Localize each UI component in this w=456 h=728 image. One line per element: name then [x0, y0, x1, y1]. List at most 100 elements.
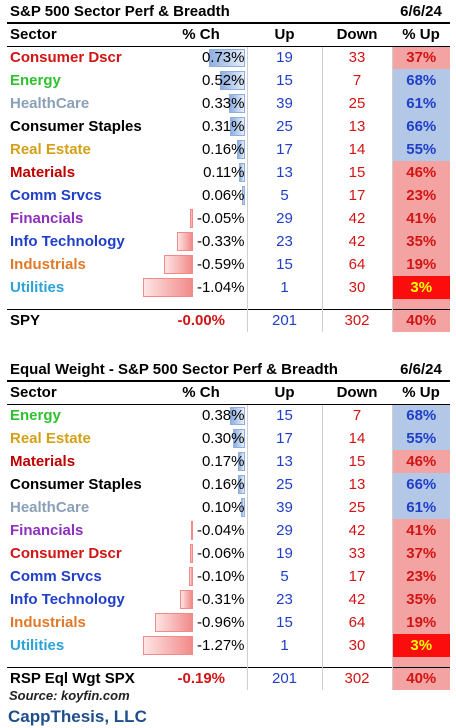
table-row: Comm Srvcs -0.10% 5 17 23% [7, 565, 450, 588]
pct-change-value: -0.10% [196, 568, 245, 585]
up-count: 39 [247, 92, 323, 115]
sector-name: Info Technology [10, 233, 125, 250]
pct-change-bar [229, 406, 245, 425]
pct-change-value: 0.06% [201, 187, 245, 204]
header-up: Up [247, 381, 322, 405]
sector-name: Financials [10, 210, 84, 227]
down-count: 42 [322, 230, 393, 253]
pct-change-bar [237, 452, 245, 471]
pct-up-cell: 46% [392, 450, 450, 473]
down-count: 30 [322, 634, 393, 657]
header-up: Up [247, 23, 322, 47]
pct-change-cell: 0.30% [155, 427, 248, 450]
sector-name: HealthCare [10, 95, 90, 112]
total-up-count: 201 [247, 666, 323, 690]
down-count: 42 [322, 207, 393, 230]
up-count: 13 [247, 161, 323, 184]
pct-change-value: -1.27% [196, 637, 245, 654]
pct-up-cell: 37% [392, 542, 450, 565]
spacer-cell [7, 299, 155, 309]
down-count: 17 [322, 565, 393, 588]
total-row: RSP Eql Wgt SPX -0.19% 201 302 40% [7, 666, 450, 690]
spacer-cell [392, 657, 450, 667]
spacer-row [7, 657, 450, 667]
header-pct-up: % Up [392, 23, 450, 47]
pct-change-cell: -0.05% [155, 207, 248, 230]
total-label: RSP Eql Wgt SPX [7, 666, 155, 690]
pct-change-bar [209, 48, 245, 67]
pct-change-value: -0.96% [196, 614, 245, 631]
table-row: Consumer Staples 0.31% 25 13 66% [7, 115, 450, 138]
up-count: 13 [247, 450, 323, 473]
down-count: 15 [322, 450, 393, 473]
table-row: Info Technology -0.33% 23 42 35% [7, 230, 450, 253]
sector-name: Financials [10, 522, 84, 539]
total-row: SPY -0.00% 201 302 40% [7, 308, 450, 332]
pct-change-bar [238, 475, 245, 494]
up-count: 5 [247, 184, 323, 207]
pct-up-cell: 46% [392, 161, 450, 184]
table-row: Comm Srvcs 0.06% 5 17 23% [7, 184, 450, 207]
total-pct-up: 40% [392, 308, 450, 332]
pct-change-cell: -0.33% [155, 230, 248, 253]
up-count: 19 [247, 46, 323, 69]
sector-name: Utilities [10, 637, 65, 654]
equal-weight-sector-table: Equal Weight - S&P 500 Sector Perf & Bre… [7, 358, 450, 690]
table-title: Equal Weight - S&P 500 Sector Perf & Bre… [7, 358, 392, 382]
pct-change-cell: -0.10% [155, 565, 248, 588]
pct-up-cell: 41% [392, 207, 450, 230]
up-count: 5 [247, 565, 323, 588]
total-up-count: 201 [247, 308, 323, 332]
table-row: Materials 0.17% 13 15 46% [7, 450, 450, 473]
pct-change-cell: 0.10% [155, 496, 248, 519]
total-pct-change: -0.00% [155, 308, 248, 332]
pct-change-value: 0.16% [201, 476, 245, 493]
pct-up-cell: 3% [392, 276, 450, 299]
up-count: 17 [247, 427, 323, 450]
pct-up-cell: 66% [392, 115, 450, 138]
pct-change-value: -1.04% [196, 279, 245, 296]
header-sector: Sector [7, 23, 155, 47]
sector-name: Consumer Staples [10, 118, 142, 135]
pct-change-value: -0.31% [196, 591, 245, 608]
sector-name: Info Technology [10, 591, 125, 608]
pct-change-bar [142, 636, 193, 655]
pct-change-bar [229, 117, 245, 136]
up-count: 1 [247, 276, 323, 299]
up-count: 29 [247, 207, 323, 230]
pct-change-value: 0.17% [201, 453, 245, 470]
sp500-sector-table: S&P 500 Sector Perf & Breadth 6/6/24 Sec… [7, 0, 450, 332]
sector-name: Consumer Dscr [10, 545, 122, 562]
down-count: 14 [322, 427, 393, 450]
pct-up-cell: 55% [392, 138, 450, 161]
sector-name: Consumer Dscr [10, 49, 122, 67]
table-row: Info Technology -0.31% 23 42 35% [7, 588, 450, 611]
up-count: 39 [247, 496, 323, 519]
pct-change-value: 0.16% [201, 141, 245, 158]
pct-change-cell: 0.11% [155, 161, 248, 184]
spacer-cell [392, 299, 450, 309]
pct-change-cell: 0.17% [155, 450, 248, 473]
header-down: Down [322, 381, 392, 405]
pct-up-cell: 35% [392, 588, 450, 611]
up-count: 15 [247, 69, 323, 92]
pct-change-bar [176, 232, 193, 251]
pct-change-value: 0.33% [201, 95, 245, 112]
pct-change-bar [180, 590, 193, 609]
pct-change-value: -0.05% [196, 210, 245, 227]
pct-change-bar [190, 544, 193, 563]
sector-name: Utilities [10, 279, 65, 296]
pct-change-cell: -0.96% [154, 611, 248, 634]
pct-change-value: -0.59% [196, 256, 245, 273]
sector-name: Energy [10, 407, 61, 425]
pct-change-bar [232, 429, 245, 448]
pct-up-cell: 68% [392, 69, 450, 92]
sector-name: Industrials [10, 614, 86, 631]
table-row: Utilities -1.27% 1 30 3% [7, 634, 450, 657]
pct-change-bar [239, 163, 245, 182]
spacer-cell [155, 299, 248, 309]
sector-name: Consumer Staples [10, 476, 142, 493]
table-row: Consumer Dscr 0.73% 19 33 37% [7, 46, 450, 69]
total-pct-up: 40% [392, 666, 450, 690]
down-count: 42 [322, 588, 393, 611]
